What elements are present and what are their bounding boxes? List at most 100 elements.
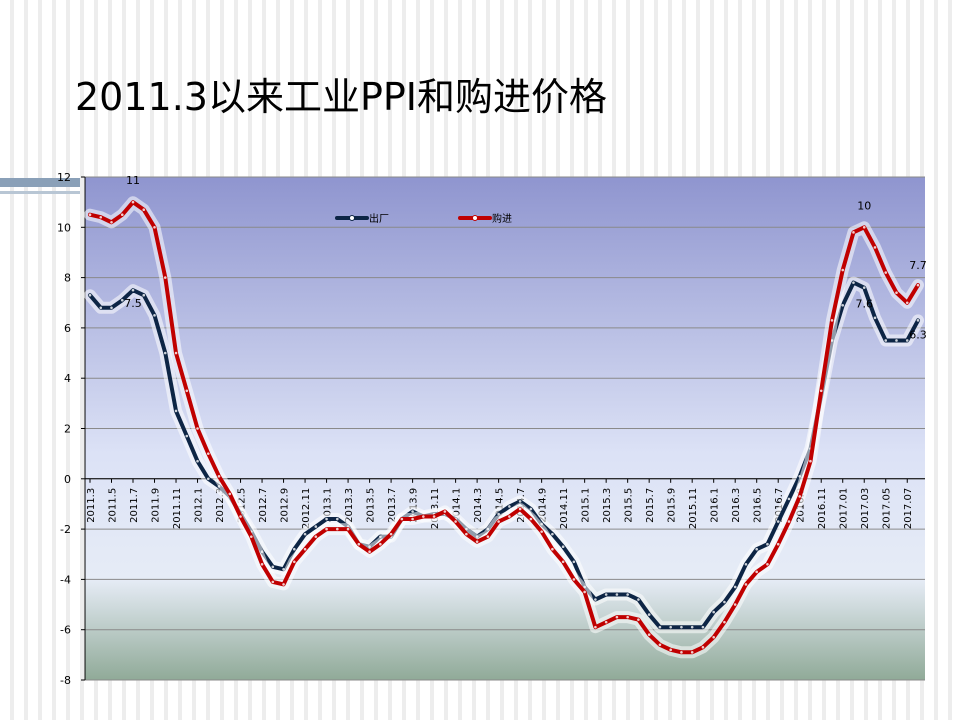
data-point [314, 535, 318, 538]
x-tick-label: 2015.1 [581, 488, 592, 523]
legend-marker [472, 215, 478, 221]
data-point [185, 434, 189, 438]
x-tick-label: 2017.03 [860, 488, 871, 529]
data-point [744, 583, 748, 586]
data-point [852, 231, 855, 234]
data-point [604, 593, 608, 596]
x-tick-label: 2011.7 [129, 488, 140, 523]
x-tick-label: 2013.1 [323, 488, 334, 523]
data-point [637, 598, 640, 601]
data-point [475, 540, 479, 543]
x-tick-label: 2017.07 [903, 488, 914, 529]
data-point [314, 525, 318, 528]
data-point [411, 517, 414, 521]
data-point [303, 547, 307, 551]
data-point [712, 610, 715, 614]
x-tick-label: 2013.5 [366, 488, 377, 523]
data-point [486, 535, 490, 538]
x-tick-label: 2014.5 [495, 488, 506, 523]
data-point [873, 246, 877, 249]
x-tick-label: 2015.9 [667, 488, 678, 523]
data-label: 10 [857, 199, 871, 212]
data-point [862, 286, 866, 289]
x-tick-label: 2012.3 [215, 488, 226, 523]
data-point [776, 542, 780, 546]
data-point [260, 563, 264, 566]
x-tick-label: 2014.11 [559, 488, 570, 529]
data-point [443, 510, 447, 513]
data-point [88, 293, 92, 297]
data-point [895, 339, 898, 342]
data-point [120, 298, 124, 302]
y-tick-label: 0 [64, 473, 71, 486]
data-point [852, 281, 855, 284]
data-point [766, 542, 769, 546]
data-point [196, 459, 199, 463]
x-tick-label: 2011.11 [172, 488, 183, 529]
data-point [594, 625, 597, 629]
data-point [518, 507, 522, 511]
data-point [206, 477, 210, 481]
x-tick-label: 2014.1 [452, 488, 463, 523]
data-point [841, 268, 845, 272]
data-point [561, 545, 565, 549]
x-tick-label: 2012.11 [301, 488, 312, 529]
x-tick-label: 2011.3 [86, 488, 97, 523]
data-point [293, 547, 296, 551]
data-point [884, 339, 888, 342]
series-lines [84, 196, 924, 659]
data-point [733, 585, 737, 589]
data-point [518, 500, 522, 503]
data-point [357, 542, 361, 546]
data-point [830, 319, 834, 322]
data-point [271, 580, 275, 584]
data-point [862, 226, 866, 229]
data-point [249, 535, 253, 538]
x-tick-label: 2013.7 [387, 488, 398, 523]
data-point [669, 648, 672, 652]
data-point [400, 517, 404, 521]
data-point [798, 495, 802, 498]
data-label: 7.6 [855, 298, 873, 311]
y-tick-label: 6 [64, 322, 71, 335]
data-point [647, 633, 651, 637]
y-tick-label: 2 [64, 423, 71, 436]
data-point [389, 532, 393, 536]
x-tick-label: 2017.05 [882, 488, 893, 529]
data-point [723, 600, 726, 604]
data-point [163, 351, 167, 355]
data-point [658, 625, 662, 629]
data-point [658, 643, 662, 647]
data-point [271, 565, 275, 569]
y-tick-label: -2 [60, 523, 71, 536]
data-point [701, 646, 705, 649]
data-point [766, 563, 769, 566]
data-point [325, 517, 328, 521]
x-tick-label: 2016.11 [817, 488, 828, 529]
data-point [701, 625, 705, 629]
data-point [626, 593, 629, 596]
data-labels: 7.5 7.6 6.3 11 10 7.7 [124, 174, 926, 341]
data-point [346, 527, 350, 531]
data-point [336, 517, 339, 521]
data-point [465, 532, 468, 536]
data-point [131, 288, 135, 292]
data-point [583, 590, 586, 594]
data-point [99, 215, 103, 219]
data-point [637, 618, 640, 621]
x-tick-label: 2014.3 [473, 488, 484, 523]
x-tick-label: 2013.9 [409, 488, 420, 523]
legend-label: 出厂 [369, 212, 389, 225]
x-tick-label: 2014.9 [538, 488, 549, 523]
x-tick-label: 2012.7 [258, 488, 269, 523]
x-tick-label: 2017.01 [839, 488, 850, 529]
data-point [497, 520, 500, 523]
data-point [432, 515, 436, 518]
data-label: 7.7 [909, 259, 927, 272]
data-point [916, 283, 920, 287]
legend-marker [349, 215, 355, 221]
data-point [615, 615, 619, 619]
x-tick-label: 2016.5 [753, 488, 764, 523]
x-tick-label: 2012.1 [194, 488, 205, 523]
